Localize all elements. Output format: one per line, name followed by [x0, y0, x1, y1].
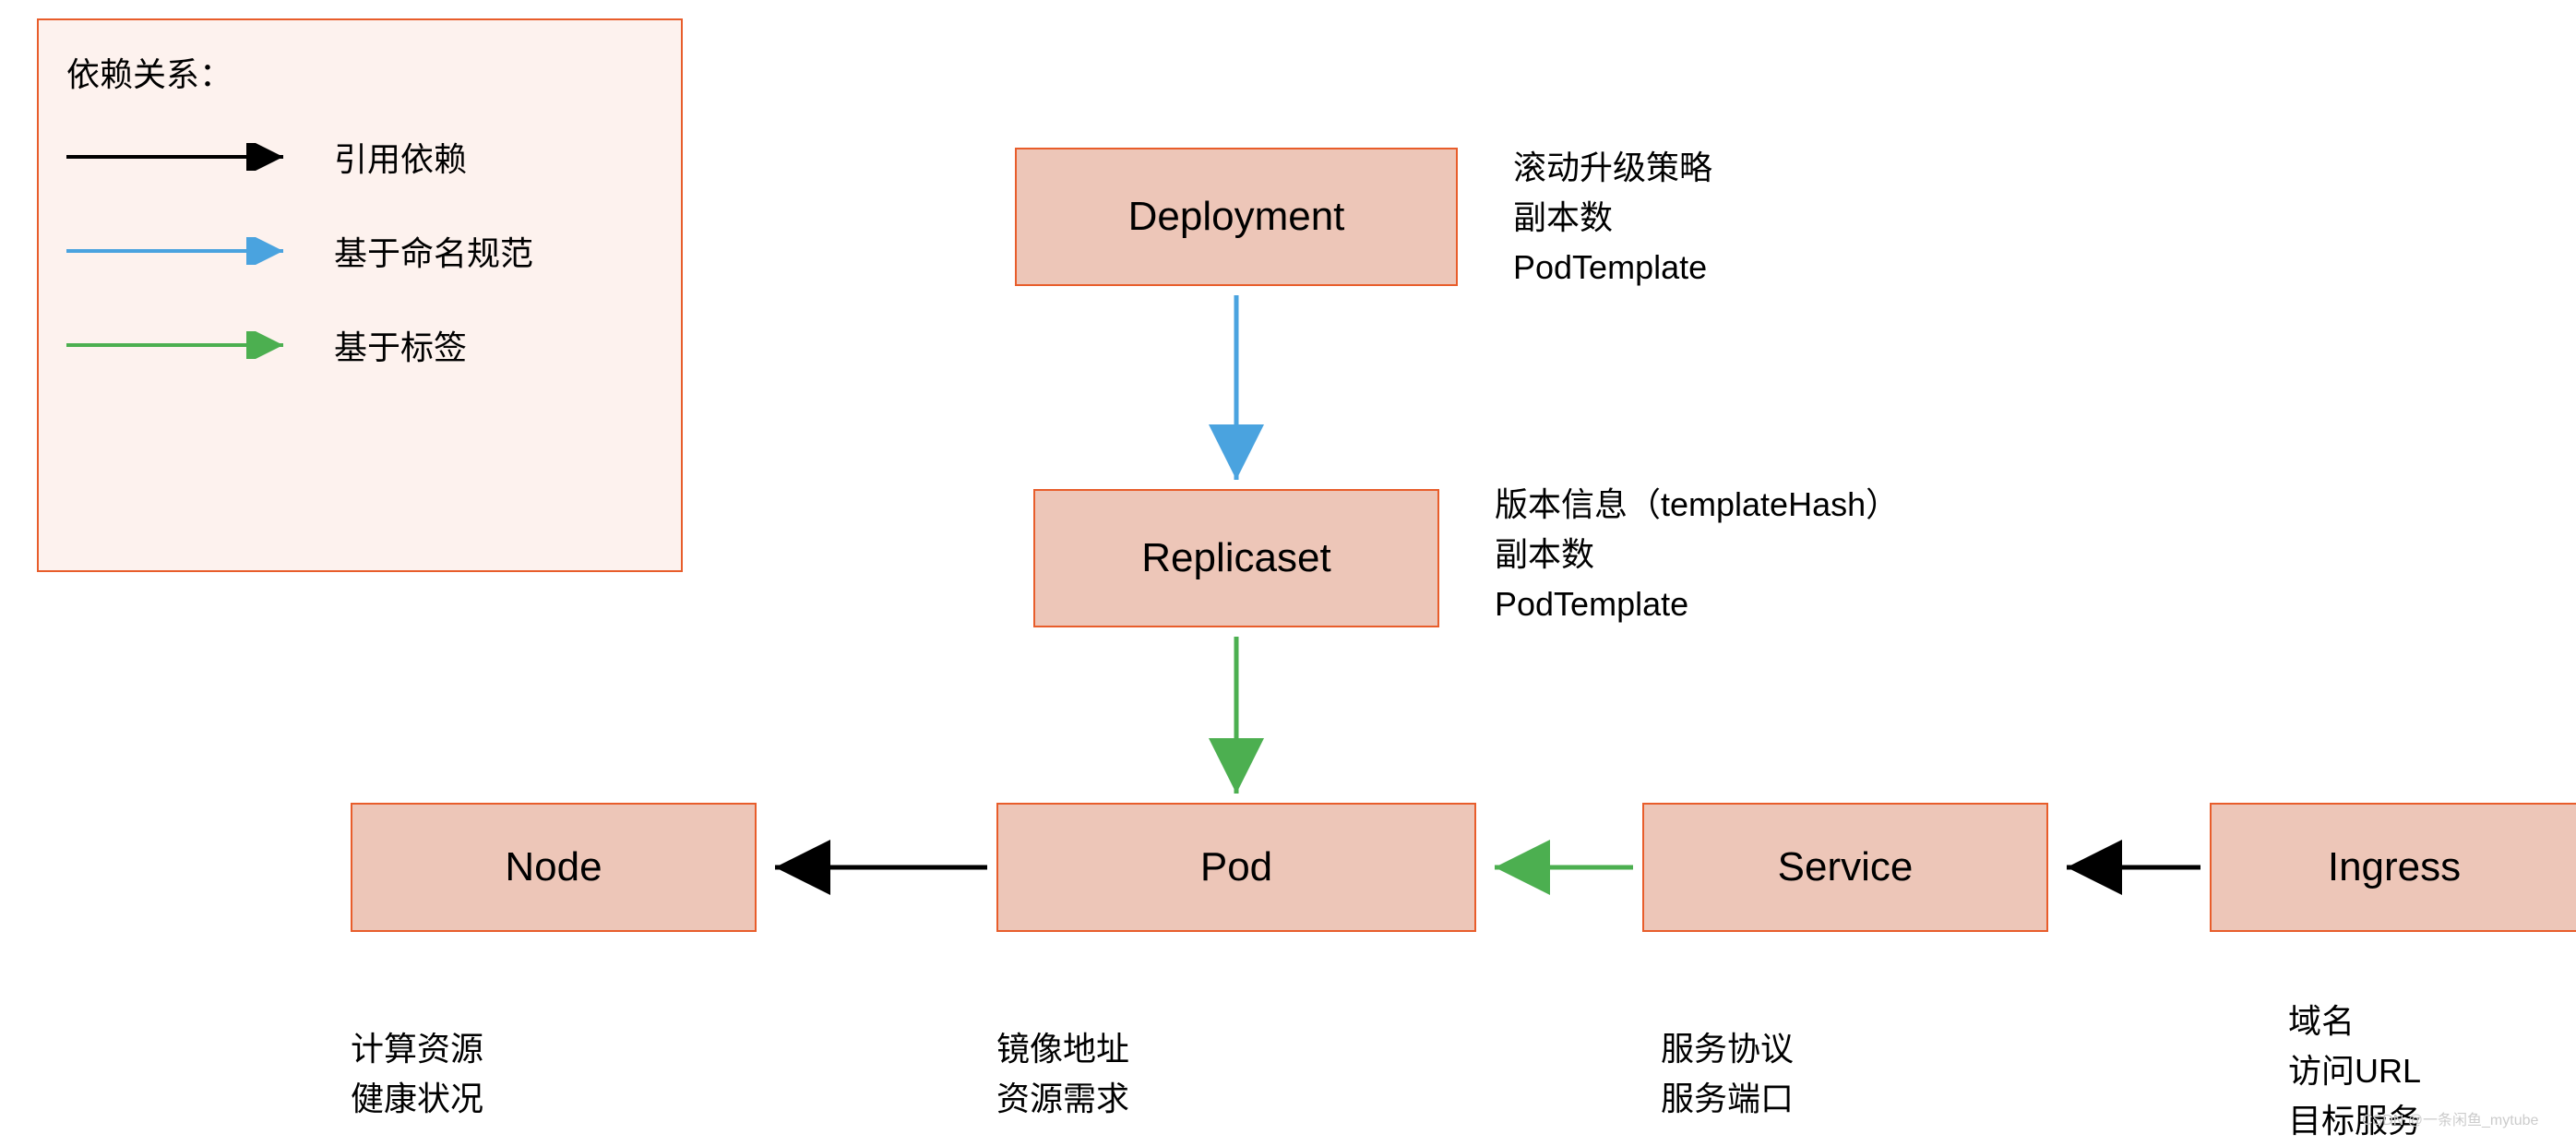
annotation-service: 服务协议 服务端口 — [1661, 1024, 1794, 1124]
annotation-replicaset-line-0: 版本信息（templateHash） — [1495, 480, 1899, 530]
annotation-deployment-line-0: 滚动升级策略 — [1513, 143, 1712, 193]
annotation-replicaset-line-2: PodTemplate — [1495, 579, 1899, 629]
legend-item-label: 基于标签 — [66, 321, 653, 369]
node-pod: Pod — [996, 803, 1476, 932]
legend-box: 依赖关系： 引用依赖 基于命名规范 基于标签 — [37, 18, 683, 572]
node-replicaset-label: Replicaset — [1141, 535, 1330, 581]
legend-arrow-reference — [66, 143, 297, 171]
legend-label-naming: 基于命名规范 — [334, 227, 533, 275]
annotation-ingress-line-0: 域名 — [2288, 997, 2421, 1046]
legend-label-reference: 引用依赖 — [334, 133, 467, 181]
node-ingress: Ingress — [2210, 803, 2576, 932]
node-deployment-label: Deployment — [1128, 194, 1345, 240]
watermark-text: CSDN @一条闲鱼_mytube — [2362, 1113, 2538, 1128]
annotation-replicaset-line-1: 副本数 — [1495, 530, 1899, 579]
annotation-node: 计算资源 健康状况 — [351, 1024, 483, 1124]
legend-arrow-label — [66, 331, 297, 359]
legend-title: 依赖关系： — [66, 48, 653, 96]
node-ingress-label: Ingress — [2328, 844, 2461, 890]
annotation-replicaset: 版本信息（templateHash） 副本数 PodTemplate — [1495, 480, 1899, 629]
annotation-service-line-1: 服务端口 — [1661, 1074, 1794, 1124]
annotation-pod-line-0: 镜像地址 — [996, 1024, 1129, 1074]
node-node-label: Node — [505, 844, 602, 890]
annotation-deployment-line-1: 副本数 — [1513, 193, 1712, 243]
node-service-label: Service — [1778, 844, 1914, 890]
annotation-pod: 镜像地址 资源需求 — [996, 1024, 1129, 1124]
annotation-ingress-line-1: 访问URL — [2288, 1046, 2421, 1096]
annotation-node-line-0: 计算资源 — [351, 1024, 483, 1074]
annotation-deployment-line-2: PodTemplate — [1513, 243, 1712, 292]
node-node: Node — [351, 803, 757, 932]
annotation-node-line-1: 健康状况 — [351, 1074, 483, 1124]
annotation-pod-line-1: 资源需求 — [996, 1074, 1129, 1124]
legend-item-naming: 基于命名规范 — [66, 227, 653, 275]
annotation-deployment: 滚动升级策略 副本数 PodTemplate — [1513, 143, 1712, 292]
legend-item-reference: 引用依赖 — [66, 133, 653, 181]
watermark: CSDN @一条闲鱼_mytube — [2362, 1107, 2538, 1129]
node-replicaset: Replicaset — [1033, 489, 1439, 627]
annotation-service-line-0: 服务协议 — [1661, 1024, 1794, 1074]
legend-label-label: 基于标签 — [334, 321, 467, 369]
legend-arrow-naming — [66, 237, 297, 265]
diagram-canvas: { "diagram": { "type": "flowchart", "bac… — [0, 0, 2576, 1126]
node-deployment: Deployment — [1015, 148, 1458, 286]
node-pod-label: Pod — [1200, 844, 1272, 890]
node-service: Service — [1642, 803, 2048, 932]
